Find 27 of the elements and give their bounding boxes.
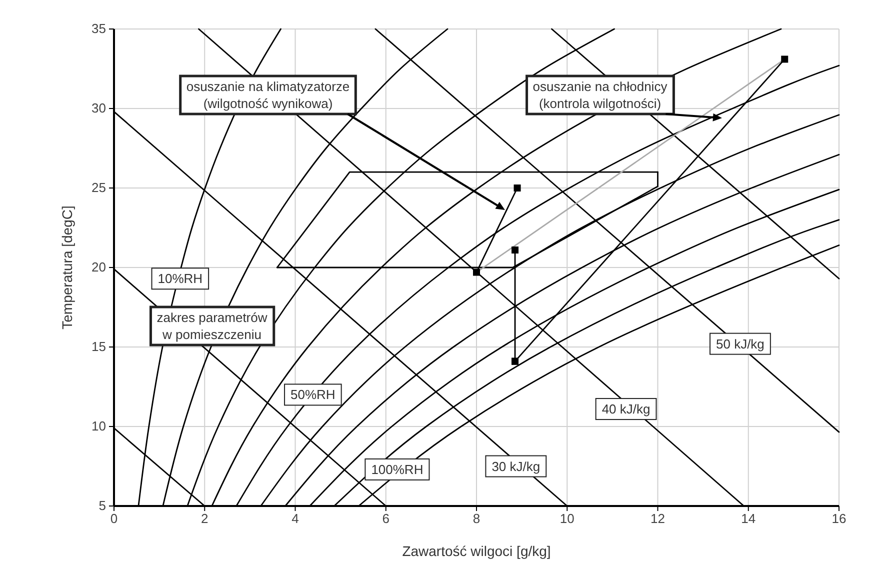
y-tick-label: 15 bbox=[92, 339, 106, 354]
x-axis-title: Zawartość wilgoci [g/kg] bbox=[402, 543, 551, 559]
x-tick-label: 14 bbox=[741, 511, 756, 526]
annotation: osuszanie na chłodnicy (kontrola wilgotności) bbox=[532, 79, 668, 111]
x-tick-label: 2 bbox=[201, 511, 208, 526]
annotation: 100%RH bbox=[371, 462, 424, 477]
y-tick-label: 35 bbox=[92, 21, 106, 36]
y-tick-label: 30 bbox=[92, 100, 106, 116]
annotation: 30 kJ/kg bbox=[492, 458, 540, 474]
x-tick-label: 4 bbox=[292, 511, 299, 526]
annotation: zakres parametrów w pomieszczeniu bbox=[156, 310, 268, 342]
y-axis-title: Temperatura [degC] bbox=[59, 206, 75, 330]
x-tick-label: 16 bbox=[832, 511, 846, 526]
y-tick-label: 10 bbox=[92, 418, 106, 434]
annotation: 50 kJ/kg bbox=[716, 336, 764, 352]
x-tick-label: 10 bbox=[560, 511, 574, 526]
y-tick-label: 20 bbox=[92, 260, 106, 275]
annotation: 50%RH bbox=[290, 387, 336, 402]
annotation: 10%RH bbox=[158, 271, 203, 286]
annotation: 40 kJ/kg bbox=[602, 402, 650, 417]
x-tick-label: 12 bbox=[650, 511, 665, 526]
x-tick-label: 0 bbox=[110, 511, 118, 526]
x-tick-label: 6 bbox=[382, 511, 390, 526]
x-tick-label: 8 bbox=[472, 511, 480, 526]
y-tick-label: 5 bbox=[98, 498, 106, 514]
y-tick-label: 25 bbox=[92, 180, 106, 196]
annotation: osuszanie na klimatyzatorze (wilgotność wynikowa) bbox=[186, 79, 350, 111]
